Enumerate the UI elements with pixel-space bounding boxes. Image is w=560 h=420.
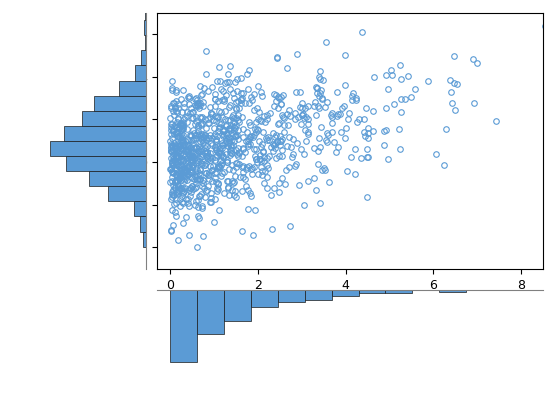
Bar (64, 126, 146, 141)
Bar (385, 290, 412, 293)
Bar (135, 66, 146, 81)
Bar (170, 290, 197, 362)
Bar (141, 216, 146, 231)
Bar (278, 290, 305, 302)
Bar (332, 290, 358, 296)
Bar (82, 111, 146, 126)
Bar (89, 171, 146, 186)
Bar (197, 290, 224, 334)
Bar (143, 231, 146, 247)
Bar (141, 50, 146, 66)
Bar (50, 141, 146, 156)
Bar (439, 290, 466, 291)
X-axis label: x: x (346, 297, 354, 311)
Bar (144, 20, 146, 35)
Bar (119, 81, 146, 96)
Bar (251, 290, 278, 307)
Y-axis label: y: y (109, 136, 123, 145)
Bar (134, 201, 146, 216)
Bar (66, 156, 146, 171)
Bar (224, 290, 251, 320)
Bar (109, 186, 146, 201)
Bar (305, 290, 332, 300)
Bar (358, 290, 385, 294)
Bar (94, 96, 146, 111)
